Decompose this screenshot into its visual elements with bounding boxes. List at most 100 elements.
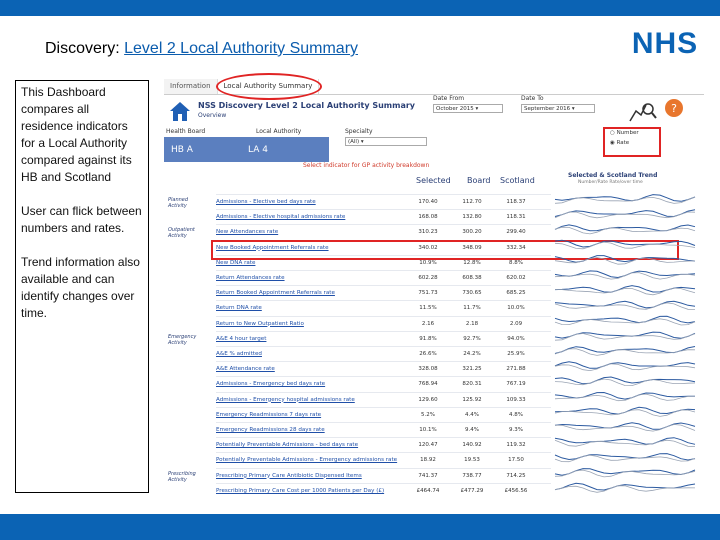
table-row[interactable]: Return to New Outpatient Ratio 2.16 2.18 2.… bbox=[216, 315, 551, 331]
board-value: 132.80 bbox=[462, 214, 482, 221]
trend-line bbox=[554, 409, 696, 417]
board-value: 125.92 bbox=[462, 396, 482, 403]
board-value: £477.29 bbox=[460, 487, 484, 494]
indicator-link[interactable]: Prescribing Primary Care Antibiotic Disp… bbox=[216, 472, 362, 479]
specialty-label: Specialty bbox=[345, 128, 373, 135]
section-label: Prescribing Activity bbox=[168, 470, 196, 483]
help-icon[interactable]: ? bbox=[665, 99, 683, 117]
note-paragraph: User can flick between numbers and rates… bbox=[21, 204, 142, 235]
trend-line bbox=[554, 485, 696, 493]
table-row[interactable]: New DNA rate 10.9% 12.8% 8.8% bbox=[216, 254, 551, 270]
number-rate-toggle[interactable]: ○ Number ◉ Rate bbox=[610, 128, 639, 148]
table-row[interactable]: A&E % admitted 26.6% 24.2% 25.9% bbox=[216, 346, 551, 361]
table-row[interactable]: Emergency Readmissions 7 days rate 5.2% 4.… bbox=[216, 406, 551, 422]
selection-bar: HB A LA 4 bbox=[164, 137, 329, 162]
indicator-link[interactable]: Admissions - Emergency hospital admissio… bbox=[216, 396, 355, 403]
indicator-link[interactable]: Return Booked Appointment Referrals rate bbox=[216, 290, 335, 297]
description-box: This Dashboard compares all residence in… bbox=[15, 80, 149, 493]
table-row[interactable]: Return Attendances rate 602.28 608.38 620.0… bbox=[216, 270, 551, 285]
scotland-value: 2.09 bbox=[509, 320, 523, 327]
board-value: 730.65 bbox=[462, 290, 482, 297]
table-row[interactable]: Return Booked Appointment Referrals rate… bbox=[216, 285, 551, 300]
table-row[interactable]: Admissions - Elective bed days rate 170.4… bbox=[216, 194, 551, 209]
nhs-logo: NHS bbox=[622, 24, 708, 64]
selected-value: 11.5% bbox=[419, 305, 437, 312]
trend-line bbox=[554, 361, 696, 369]
table-row[interactable]: Return DNA rate 11.5% 11.7% 10.0% bbox=[216, 300, 551, 315]
indicator-link[interactable]: Admissions - Elective hospital admission… bbox=[216, 214, 346, 221]
title-link[interactable]: Level 2 Local Authority Summary bbox=[124, 40, 359, 57]
indicator-link[interactable]: Return Attendances rate bbox=[216, 275, 285, 281]
health-board-value[interactable]: HB A bbox=[171, 145, 193, 155]
selected-value: 168.08 bbox=[418, 214, 438, 221]
trend-line bbox=[554, 302, 696, 310]
bottom-bar bbox=[0, 514, 720, 540]
trend-subheader: Number/Rate Rate/over time bbox=[578, 180, 643, 185]
specialty-select[interactable]: (All) ▾ bbox=[345, 137, 427, 146]
highlight-box-row bbox=[211, 240, 679, 260]
table-row[interactable]: Potentially Preventable Admissions - bed… bbox=[216, 437, 551, 452]
selected-value: 10.9% bbox=[419, 259, 437, 266]
selected-value: 741.37 bbox=[418, 472, 438, 479]
section-label: Outpatient Activity bbox=[168, 227, 195, 240]
board-value: 24.2% bbox=[463, 351, 481, 357]
table-row[interactable]: Prescribing Primary Care Cost per 1000 P… bbox=[216, 482, 551, 498]
board-value: 4.4% bbox=[465, 411, 479, 418]
indicator-link[interactable]: Prescribing Primary Care Cost per 1000 P… bbox=[216, 487, 385, 494]
indicator-link[interactable]: Emergency Readmissions 7 days rate bbox=[216, 411, 322, 418]
chart-search-icon[interactable] bbox=[629, 103, 657, 122]
tab-information[interactable]: Information bbox=[164, 79, 218, 94]
date-to-select[interactable]: September 2016 ▾ bbox=[521, 104, 595, 113]
trend-line bbox=[554, 393, 696, 402]
date-to-label: Date To bbox=[521, 95, 544, 102]
selected-value: 120.47 bbox=[418, 442, 438, 449]
indicator-link[interactable]: A&E % admitted bbox=[216, 351, 262, 357]
indicator-link[interactable]: Potentially Preventable Admissions - bed… bbox=[216, 442, 359, 449]
trend-sparklines bbox=[554, 194, 696, 493]
indicator-link[interactable]: Emergency Readmissions 28 days rate bbox=[216, 427, 325, 433]
board-value: 300.20 bbox=[462, 229, 482, 236]
date-from-select[interactable]: October 2015 ▾ bbox=[433, 104, 503, 113]
indicator-link[interactable]: A&E Attendance rate bbox=[216, 366, 275, 373]
trend-line bbox=[554, 318, 696, 326]
indicator-link[interactable]: A&E 4 hour target bbox=[216, 335, 267, 342]
table-row[interactable]: A&E 4 hour target 91.8% 92.7% 94.0% bbox=[216, 330, 551, 346]
table-row[interactable]: Potentially Preventable Admissions - Eme… bbox=[216, 452, 551, 467]
indicator-link[interactable]: Potentially Preventable Admissions - Eme… bbox=[216, 457, 398, 464]
trend-line bbox=[554, 331, 696, 339]
board-value: 2.18 bbox=[465, 320, 479, 327]
trend-line bbox=[554, 272, 696, 280]
table-row[interactable]: Emergency Readmissions 28 days rate 10.1%… bbox=[216, 422, 551, 437]
trend-line bbox=[554, 300, 696, 309]
home-icon[interactable] bbox=[168, 99, 192, 123]
trend-line bbox=[554, 270, 696, 279]
table-row[interactable]: New Attendances rate 310.23 300.20 299.40 bbox=[216, 224, 551, 239]
indicator-link[interactable]: Admissions - Emergency bed days rate bbox=[216, 381, 326, 388]
trend-line bbox=[554, 239, 696, 248]
selected-value: 328.08 bbox=[418, 366, 438, 373]
indicator-link[interactable]: New DNA rate bbox=[216, 259, 256, 266]
indicator-link[interactable]: New Booked Appointment Referrals rate bbox=[216, 244, 329, 251]
table-row[interactable]: Prescribing Primary Care Antibiotic Disp… bbox=[216, 467, 551, 483]
table-row[interactable]: Admissions - Emergency hospital admissio… bbox=[216, 391, 551, 407]
selected-value: £464.74 bbox=[416, 487, 440, 494]
scotland-value: 25.9% bbox=[507, 351, 525, 357]
trend-line bbox=[554, 226, 696, 235]
dashboard-subtitle: Overview bbox=[198, 112, 227, 119]
local-authority-value[interactable]: LA 4 bbox=[248, 145, 268, 155]
scotland-value: 119.32 bbox=[506, 442, 526, 449]
toolbar-icons: ? bbox=[629, 99, 683, 122]
scotland-value: 118.31 bbox=[506, 214, 526, 221]
indicator-link[interactable]: Admissions - Elective bed days rate bbox=[216, 199, 316, 205]
scotland-value: 118.37 bbox=[506, 199, 526, 205]
note-paragraph: This Dashboard compares all residence in… bbox=[21, 85, 132, 184]
table-row[interactable]: Admissions - Elective hospital admission… bbox=[216, 209, 551, 224]
indicator-link[interactable]: Return to New Outpatient Ratio bbox=[216, 320, 304, 327]
indicator-link[interactable]: New Attendances rate bbox=[216, 229, 279, 236]
selected-value: 310.23 bbox=[418, 229, 438, 236]
table-row[interactable]: Admissions - Emergency bed days rate 768.… bbox=[216, 376, 551, 391]
radio-rate[interactable]: ◉ Rate bbox=[610, 140, 630, 146]
indicator-link[interactable]: Return DNA rate bbox=[216, 305, 262, 312]
table-row[interactable]: A&E Attendance rate 328.08 321.25 271.88 bbox=[216, 361, 551, 376]
radio-number[interactable]: ○ Number bbox=[610, 130, 639, 136]
